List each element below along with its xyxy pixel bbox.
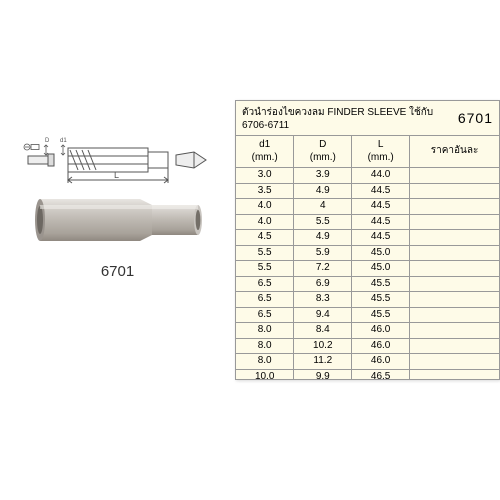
table-cell: 11.2 bbox=[294, 354, 352, 370]
table-cell: 4 bbox=[294, 199, 352, 215]
table-cell: 6.5 bbox=[236, 292, 294, 308]
table-row: 3.03.944.0 bbox=[236, 168, 499, 184]
table-cell: 5.5 bbox=[236, 245, 294, 261]
table-row: 6.59.445.5 bbox=[236, 307, 499, 323]
table-row: 5.57.245.0 bbox=[236, 261, 499, 277]
table-cell bbox=[410, 369, 499, 380]
table-cell: 8.3 bbox=[294, 292, 352, 308]
table-cell: 44.5 bbox=[352, 199, 410, 215]
table-cell: 45.5 bbox=[352, 292, 410, 308]
table-cell: 6.5 bbox=[236, 307, 294, 323]
table-cell bbox=[410, 276, 499, 292]
table-cell: 44.0 bbox=[352, 168, 410, 184]
table-row: 5.55.945.0 bbox=[236, 245, 499, 261]
table-cell: 4.0 bbox=[236, 199, 294, 215]
spec-col-header: ราคาอันละ bbox=[410, 136, 499, 168]
table-cell: 45.5 bbox=[352, 276, 410, 292]
table-cell bbox=[410, 261, 499, 277]
table-row: 4.54.944.5 bbox=[236, 230, 499, 246]
table-cell: 6.5 bbox=[236, 276, 294, 292]
table-row: 4.05.544.5 bbox=[236, 214, 499, 230]
table-cell: 3.9 bbox=[294, 168, 352, 184]
table-cell bbox=[410, 168, 499, 184]
table-row: 8.011.246.0 bbox=[236, 354, 499, 370]
table-cell bbox=[410, 323, 499, 339]
table-cell bbox=[410, 307, 499, 323]
table-cell bbox=[410, 354, 499, 370]
figure-panel: D d1 bbox=[0, 100, 235, 400]
svg-text:L: L bbox=[114, 170, 119, 180]
table-cell: 44.5 bbox=[352, 230, 410, 246]
table-cell: 46.5 bbox=[352, 369, 410, 380]
table-cell: 5.9 bbox=[294, 245, 352, 261]
table-cell: 9.9 bbox=[294, 369, 352, 380]
table-row: 8.08.446.0 bbox=[236, 323, 499, 339]
spec-title: ตัวนำร่องไขควงลม FINDER SLEEVE ใช้กับ 67… bbox=[242, 105, 458, 131]
table-cell: 5.5 bbox=[236, 261, 294, 277]
spec-col-header: L(mm.) bbox=[352, 136, 410, 168]
table-cell bbox=[410, 292, 499, 308]
table-cell: 8.0 bbox=[236, 338, 294, 354]
table-cell: 45.5 bbox=[352, 307, 410, 323]
table-cell: 46.0 bbox=[352, 354, 410, 370]
table-cell: 4.9 bbox=[294, 183, 352, 199]
spec-code: 6701 bbox=[458, 110, 493, 126]
table-cell: 4.0 bbox=[236, 214, 294, 230]
catalog-entry: D d1 bbox=[0, 100, 500, 400]
table-cell bbox=[410, 245, 499, 261]
table-cell: 45.0 bbox=[352, 261, 410, 277]
table-cell bbox=[410, 338, 499, 354]
table-cell: 46.0 bbox=[352, 338, 410, 354]
table-cell: 7.2 bbox=[294, 261, 352, 277]
part-photo bbox=[28, 193, 208, 248]
table-row: 8.010.246.0 bbox=[236, 338, 499, 354]
table-cell: 3.5 bbox=[236, 183, 294, 199]
table-cell: 8.0 bbox=[236, 354, 294, 370]
sleeve-cross-section-icon: L bbox=[8, 130, 228, 185]
table-cell bbox=[410, 230, 499, 246]
spec-col-header: d1(mm.) bbox=[236, 136, 294, 168]
part-number: 6701 bbox=[0, 263, 235, 280]
table-cell: 6.9 bbox=[294, 276, 352, 292]
table-cell: 10.0 bbox=[236, 369, 294, 380]
spec-table: d1(mm.)D(mm.)L(mm.)ราคาอันละ 3.03.944.03… bbox=[236, 136, 499, 380]
table-cell: 10.2 bbox=[294, 338, 352, 354]
table-cell: 4.5 bbox=[236, 230, 294, 246]
table-cell: 4.9 bbox=[294, 230, 352, 246]
table-cell: 44.5 bbox=[352, 183, 410, 199]
table-cell: 5.5 bbox=[294, 214, 352, 230]
table-cell: 45.0 bbox=[352, 245, 410, 261]
table-cell: 44.5 bbox=[352, 214, 410, 230]
spec-header: ตัวนำร่องไขควงลม FINDER SLEEVE ใช้กับ 67… bbox=[236, 101, 499, 136]
table-cell bbox=[410, 214, 499, 230]
table-row: 3.54.944.5 bbox=[236, 183, 499, 199]
table-cell bbox=[410, 183, 499, 199]
sleeve-render-icon bbox=[28, 193, 208, 248]
table-row: 10.09.946.5 bbox=[236, 369, 499, 380]
spec-col-header: D(mm.) bbox=[294, 136, 352, 168]
table-row: 4.0444.5 bbox=[236, 199, 499, 215]
table-cell bbox=[410, 199, 499, 215]
dimension-diagram: D d1 bbox=[8, 130, 228, 185]
table-row: 6.56.945.5 bbox=[236, 276, 499, 292]
table-cell: 8.0 bbox=[236, 323, 294, 339]
spec-table-panel: ตัวนำร่องไขควงลม FINDER SLEEVE ใช้กับ 67… bbox=[235, 100, 500, 380]
table-cell: 3.0 bbox=[236, 168, 294, 184]
table-cell: 46.0 bbox=[352, 323, 410, 339]
table-cell: 9.4 bbox=[294, 307, 352, 323]
table-cell: 8.4 bbox=[294, 323, 352, 339]
table-row: 6.58.345.5 bbox=[236, 292, 499, 308]
